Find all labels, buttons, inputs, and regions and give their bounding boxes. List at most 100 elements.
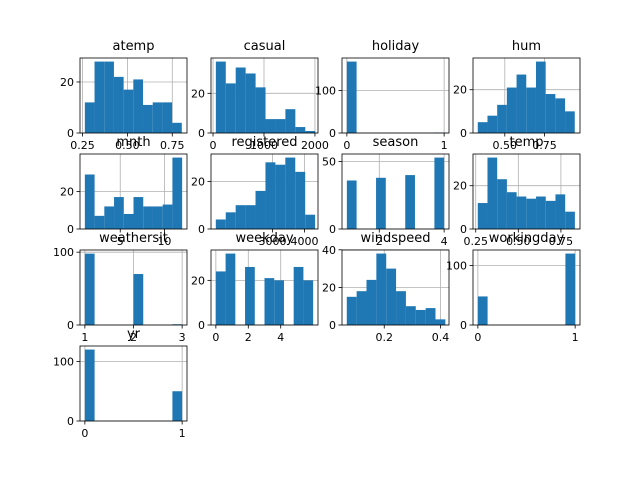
mnth-bar bbox=[143, 206, 153, 229]
registered-x-tick-label: 4000 bbox=[291, 235, 319, 248]
hum-bar bbox=[526, 87, 536, 133]
season-y-tick-label: 50 bbox=[322, 156, 336, 169]
casual-bar bbox=[225, 83, 236, 133]
casual-bar bbox=[245, 73, 256, 133]
temp-bar bbox=[497, 179, 507, 229]
workingday-y-tick-label: 100 bbox=[446, 259, 467, 272]
hum-x-tick-label: 0.75 bbox=[532, 139, 557, 152]
season-bar bbox=[376, 177, 386, 229]
casual-bar bbox=[235, 67, 246, 133]
holiday-x-tick-label: 1 bbox=[441, 139, 448, 152]
weekday-x-tick-label: 4 bbox=[277, 331, 284, 344]
yr-x-tick-label: 0 bbox=[81, 427, 88, 440]
mnth-bar bbox=[172, 157, 183, 229]
weekday-bar bbox=[303, 280, 314, 325]
mnth-bar bbox=[133, 197, 144, 229]
panel-workingday: 0 1 0 100 workingday bbox=[446, 231, 581, 344]
atemp-x-tick-label: 0.25 bbox=[70, 139, 95, 152]
holiday-title: holiday bbox=[372, 39, 420, 54]
registered-axes-frame bbox=[210, 153, 319, 230]
registered-bar bbox=[245, 205, 256, 229]
temp-axes-frame bbox=[472, 153, 581, 230]
panel-holiday: 0 1 0 100 holiday bbox=[315, 39, 450, 152]
workingday-x-tick-label: 0 bbox=[474, 331, 481, 344]
yr-y-tick-label: 0 bbox=[67, 415, 74, 428]
windspeed-y-tick-label: 40 bbox=[322, 244, 336, 257]
hum-axes-frame bbox=[472, 57, 581, 134]
season-title: season bbox=[373, 135, 419, 150]
holiday-x-tick-label: 0 bbox=[343, 139, 350, 152]
registered-bar bbox=[265, 162, 276, 229]
registered-bar bbox=[215, 219, 226, 229]
mnth-bar bbox=[84, 174, 95, 229]
casual-axes-frame bbox=[210, 57, 319, 134]
hum-title: hum bbox=[512, 39, 541, 54]
mnth-title: mnth bbox=[116, 135, 150, 150]
hum-bar bbox=[516, 74, 527, 133]
atemp-title: atemp bbox=[113, 39, 155, 54]
weekday-bar bbox=[215, 271, 226, 325]
workingday-axes-frame bbox=[472, 249, 581, 326]
season-y-tick-label: 0 bbox=[329, 223, 336, 236]
weathersit-x-tick-label: 3 bbox=[179, 331, 186, 344]
temp-bar bbox=[545, 200, 556, 229]
weathersit-title: weathersit bbox=[99, 231, 168, 246]
windspeed-title: windspeed bbox=[360, 231, 430, 246]
registered-bar bbox=[255, 190, 266, 229]
temp-y-tick-label: 0 bbox=[460, 223, 467, 236]
mnth-bar bbox=[104, 206, 115, 229]
workingday-bar bbox=[477, 296, 488, 325]
registered-x-tick-label: 3000 bbox=[259, 235, 287, 248]
panel-yr: 0 1 0 100 yr bbox=[53, 327, 188, 440]
windspeed-bar bbox=[376, 253, 387, 325]
season-bar bbox=[434, 157, 445, 229]
casual-x-tick-label: 0 bbox=[210, 139, 217, 152]
panel-casual: 0 1000 2000 0 20 casual bbox=[191, 39, 329, 152]
atemp-bar bbox=[133, 79, 144, 133]
casual-bar bbox=[295, 127, 306, 133]
weekday-x-tick-label: 0 bbox=[212, 331, 219, 344]
hum-bar bbox=[565, 111, 575, 133]
workingday-title: workingday bbox=[489, 231, 565, 246]
temp-bar bbox=[477, 203, 488, 229]
temp-bar bbox=[506, 192, 517, 229]
panel-hum: 0.50 0.75 0 20 hum bbox=[453, 39, 581, 152]
weathersit-x-tick-label: 1 bbox=[81, 331, 88, 344]
windspeed-bar bbox=[415, 309, 426, 325]
windspeed-bar bbox=[425, 308, 436, 325]
atemp-x-tick-label: 0.50 bbox=[115, 139, 140, 152]
mnth-bar bbox=[94, 215, 105, 229]
weekday-y-tick-label: 0 bbox=[198, 319, 205, 332]
casual-bar bbox=[215, 61, 226, 133]
panel-windspeed: 0.2 0.4 0 20 40 windspeed bbox=[322, 231, 450, 344]
registered-bar bbox=[305, 214, 316, 229]
temp-title: temp bbox=[509, 135, 543, 150]
season-bar bbox=[405, 175, 415, 229]
casual-bar bbox=[275, 119, 286, 133]
atemp-x-tick-label: 0.75 bbox=[160, 139, 185, 152]
atemp-bar bbox=[123, 89, 134, 133]
season-x-tick-label: 2 bbox=[376, 235, 383, 248]
holiday-y-tick-label: 100 bbox=[315, 84, 336, 97]
weekday-axes-frame bbox=[210, 249, 319, 326]
hum-bar bbox=[487, 115, 498, 133]
weekday-title: weekday bbox=[235, 231, 293, 246]
temp-x-tick-label: 0.50 bbox=[506, 235, 531, 248]
windspeed-bar bbox=[386, 268, 397, 325]
windspeed-bar bbox=[405, 306, 416, 325]
yr-bar bbox=[172, 391, 183, 421]
windspeed-y-tick-label: 20 bbox=[322, 281, 336, 294]
mnth-bar bbox=[123, 213, 134, 229]
panel-mnth: 5 10 0 20 mnth bbox=[60, 135, 188, 248]
temp-bar bbox=[536, 196, 546, 229]
hum-bar bbox=[477, 122, 488, 133]
hum-x-tick-label: 0.50 bbox=[493, 139, 518, 152]
weekday-bar bbox=[264, 278, 275, 326]
registered-y-tick-label: 0 bbox=[198, 223, 205, 236]
casual-x-tick-label: 2000 bbox=[301, 139, 329, 152]
yr-x-tick-label: 1 bbox=[179, 427, 186, 440]
temp-bar bbox=[526, 198, 537, 229]
workingday-bar bbox=[565, 253, 576, 325]
hum-bar bbox=[555, 98, 566, 133]
